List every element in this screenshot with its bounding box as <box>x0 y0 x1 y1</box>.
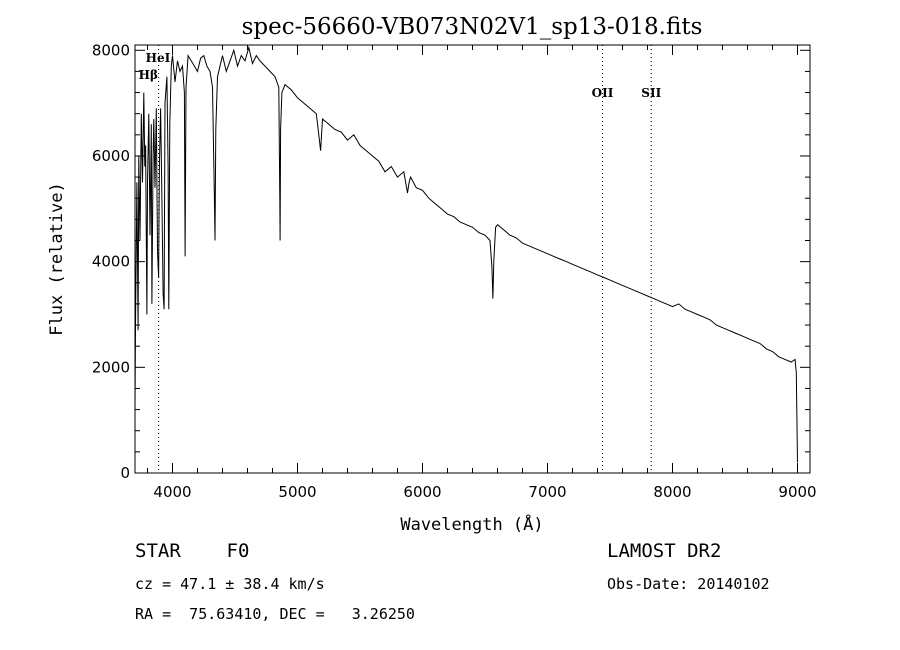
line-label-0: Hβ <box>139 68 158 82</box>
line-annotations: Hβ HeI OII SII <box>139 51 662 100</box>
x-tick-label: 8000 <box>653 483 691 501</box>
redshift-velocity: cz = 47.1 ± 38.4 km/s <box>135 575 325 593</box>
line-label-3: SII <box>641 86 661 100</box>
survey-name: LAMOST DR2 <box>607 540 722 562</box>
x-tick-label: 7000 <box>528 483 566 501</box>
chart-title: spec-56660-VB073N02V1_sp13-018.fits <box>242 14 703 40</box>
observation-date: Obs-Date: 20140102 <box>607 575 770 593</box>
y-tick-label: 6000 <box>92 147 130 165</box>
y-tick-label: 0 <box>120 464 130 482</box>
coordinates: RA = 75.63410, DEC = 3.26250 <box>135 605 415 623</box>
line-label-1: HeI <box>146 51 171 65</box>
spectrum-line <box>134 45 798 463</box>
x-axis-ticks: 4000 5000 6000 7000 8000 9000 <box>147 45 817 501</box>
y-axis-ticks: 0 2000 4000 6000 8000 <box>92 41 810 482</box>
x-tick-label: 5000 <box>278 483 316 501</box>
y-tick-label: 4000 <box>92 253 130 271</box>
plot-frame <box>134 44 811 474</box>
y-tick-label: 8000 <box>92 41 130 59</box>
y-axis-label: Flux (relative) <box>47 182 67 336</box>
line-label-2: OII <box>592 86 614 100</box>
x-tick-label: 4000 <box>153 483 191 501</box>
x-axis-label: Wavelength (Å) <box>400 513 543 535</box>
object-class: STAR F0 <box>135 540 250 562</box>
reference-lines <box>158 45 652 473</box>
x-tick-label: 9000 <box>778 483 816 501</box>
x-tick-label: 6000 <box>403 483 441 501</box>
y-tick-label: 2000 <box>92 358 130 376</box>
